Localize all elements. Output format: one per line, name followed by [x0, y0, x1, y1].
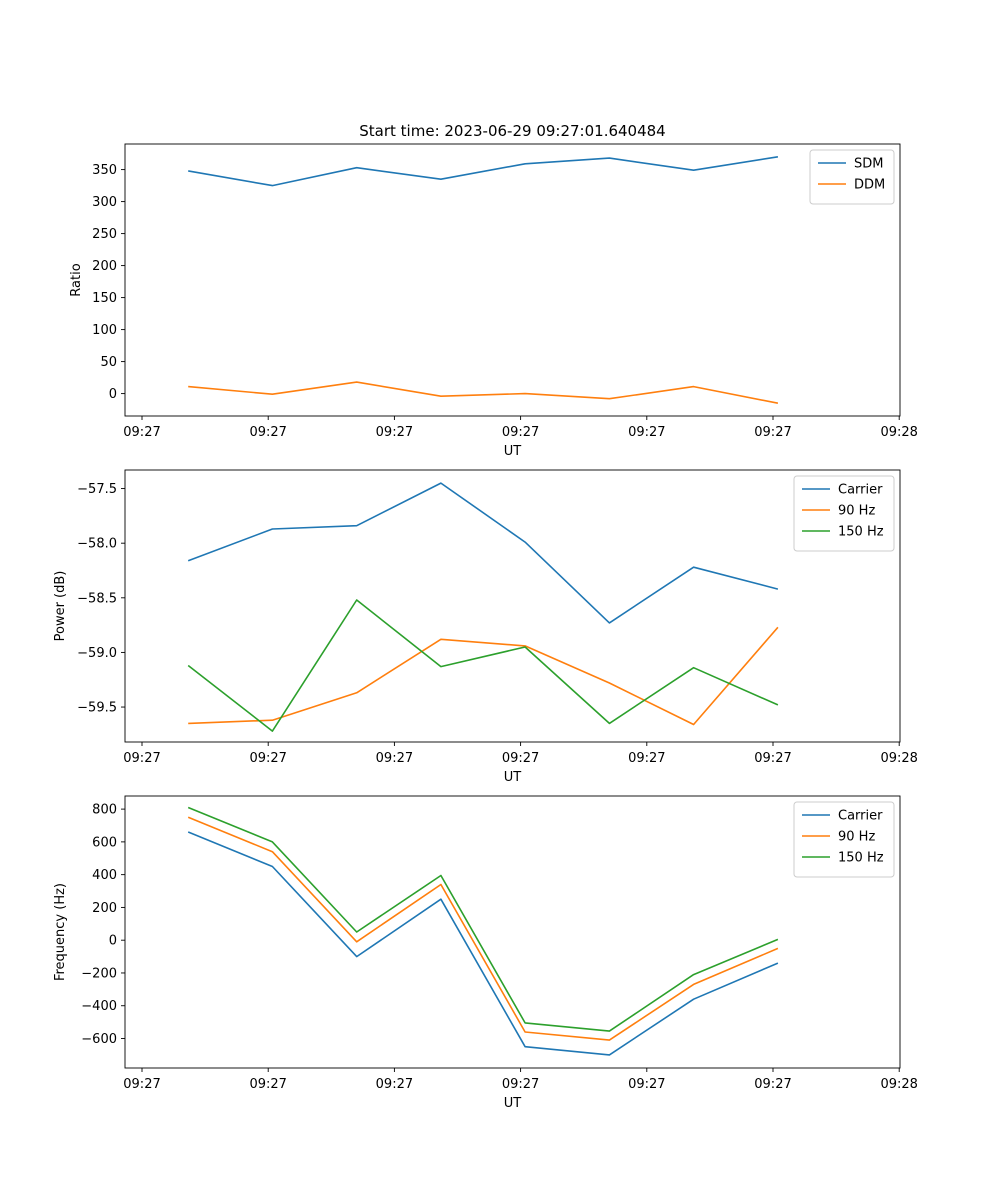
x-axis-label: UT — [504, 444, 522, 459]
y-tick-label: 300 — [92, 195, 117, 210]
series-line-150-hz — [187, 599, 779, 732]
legend: Carrier 90 Hz 150 Hz — [793, 475, 895, 552]
axes-frame — [124, 143, 901, 417]
legend-box — [793, 475, 895, 552]
legend-entry: 90 Hz — [838, 504, 875, 519]
y-tick-label: −59.0 — [77, 646, 117, 661]
legend: Carrier 90 Hz 150 Hz — [793, 801, 895, 878]
x-tick-label: 09:28 — [880, 425, 917, 440]
y-axis-label: Frequency (Hz) — [53, 883, 68, 981]
y-tick-label: −58.0 — [77, 537, 117, 552]
x-tick-label: 09:28 — [880, 1077, 917, 1092]
x-tick-label: 09:27 — [754, 425, 791, 440]
x-tick-label: 09:27 — [123, 425, 160, 440]
x-tick-label: 09:27 — [754, 751, 791, 766]
legend-entry: Carrier — [838, 483, 883, 498]
legend-entry: 150 Hz — [838, 851, 884, 866]
subplot-3: −600 −400 −200 0 200 400 600 800 09:27 09:27 09:27… — [53, 795, 918, 1111]
legend-entry: SDM — [854, 157, 883, 172]
legend-entry: DDM — [854, 178, 885, 193]
y-tick-label: −600 — [81, 1032, 117, 1047]
axes-frame — [124, 469, 901, 743]
subplot-1: Start time: 2023-06-29 09:27:01.640484 0 5… — [69, 122, 918, 459]
chart-title: Start time: 2023-06-29 09:27:01.640484 — [359, 122, 665, 140]
y-tick-label: 350 — [92, 163, 117, 178]
series-line-150-hz — [187, 806, 779, 1032]
y-tick-label: 150 — [92, 291, 117, 306]
x-tick-label: 09:27 — [376, 1077, 413, 1092]
x-tick-label: 09:27 — [249, 751, 286, 766]
x-axis-label: UT — [504, 770, 522, 785]
x-tick-label: 09:28 — [880, 751, 917, 766]
y-tick-label: 200 — [92, 259, 117, 274]
legend-entry: 90 Hz — [838, 830, 875, 845]
y-tick-label: −57.5 — [77, 482, 117, 497]
series-line-carrier — [187, 831, 779, 1056]
x-tick-label: 09:27 — [123, 751, 160, 766]
x-tick-label: 09:27 — [123, 1077, 160, 1092]
y-tick-label: 50 — [100, 355, 117, 370]
y-tick-label: −200 — [81, 966, 117, 981]
y-tick-label: −59.5 — [77, 701, 117, 716]
y-tick-label: 250 — [92, 227, 117, 242]
x-tick-label: 09:27 — [628, 425, 665, 440]
legend-entry: 150 Hz — [838, 525, 884, 540]
y-tick-label: −400 — [81, 999, 117, 1014]
y-axis-label: Power (dB) — [53, 571, 68, 642]
y-tick-label: 0 — [109, 387, 117, 402]
x-tick-label: 09:27 — [502, 751, 539, 766]
y-tick-label: 100 — [92, 323, 117, 338]
y-tick-label: 600 — [92, 835, 117, 850]
x-tick-label: 09:27 — [628, 751, 665, 766]
x-tick-label: 09:27 — [376, 751, 413, 766]
x-tick-label: 09:27 — [628, 1077, 665, 1092]
series-line-carrier — [187, 482, 779, 624]
y-tick-label: −58.5 — [77, 591, 117, 606]
x-tick-label: 09:27 — [249, 425, 286, 440]
x-tick-label: 09:27 — [249, 1077, 286, 1092]
y-tick-label: 0 — [109, 934, 117, 949]
y-axis-label: Ratio — [69, 263, 84, 296]
series-line-ddm — [188, 381, 779, 404]
series-line-90-hz — [188, 626, 779, 726]
y-tick-label: 400 — [92, 868, 117, 883]
series-line-sdm — [188, 156, 779, 187]
x-tick-label: 09:27 — [376, 425, 413, 440]
y-tick-label: 200 — [92, 901, 117, 916]
subplot-2: −59.5 −59.0 −58.5 −58.0 −57.5 09:27 09:27 09:27… — [53, 469, 918, 785]
legend: SDM DDM — [809, 149, 895, 205]
series-line-90-hz — [187, 816, 779, 1041]
x-tick-label: 09:27 — [502, 1077, 539, 1092]
x-tick-label: 09:27 — [754, 1077, 791, 1092]
axes-frame — [124, 795, 901, 1069]
legend-entry: Carrier — [838, 809, 883, 824]
x-tick-label: 09:27 — [502, 425, 539, 440]
y-tick-label: 800 — [92, 803, 117, 818]
legend-box — [793, 801, 895, 878]
x-axis-label: UT — [504, 1096, 522, 1111]
